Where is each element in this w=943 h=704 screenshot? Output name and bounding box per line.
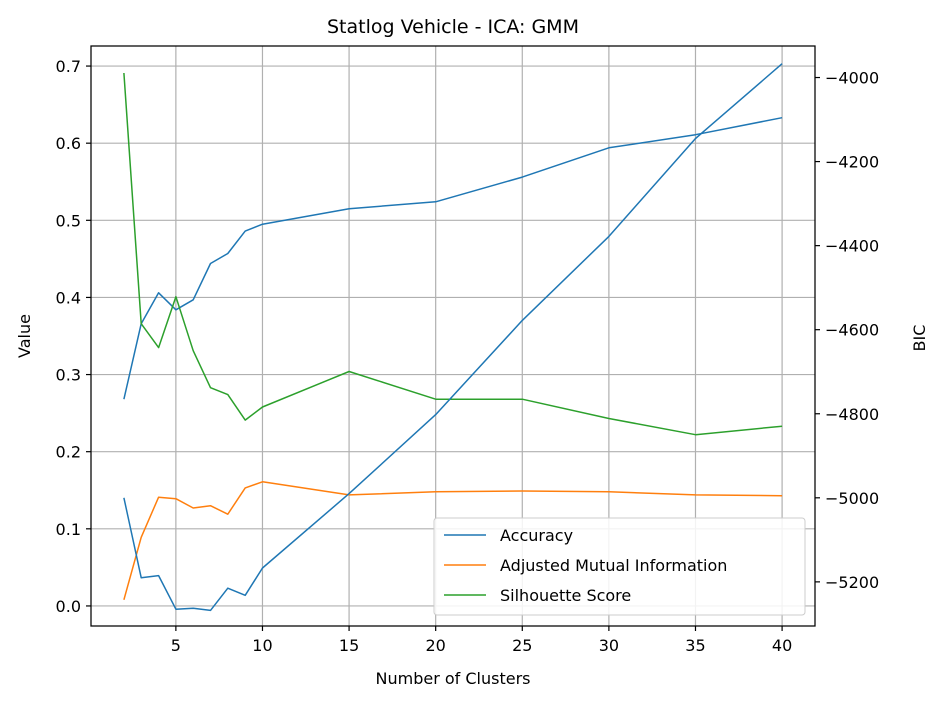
x-axis-title: Number of Clusters xyxy=(376,669,531,688)
y-tick-label: 0.7 xyxy=(56,57,81,76)
y2-tick-label: −4000 xyxy=(825,69,879,88)
plot-lines xyxy=(123,63,783,612)
legend-label: Adjusted Mutual Information xyxy=(500,556,727,575)
chart-title: Statlog Vehicle - ICA: GMM xyxy=(327,16,579,38)
legend-box xyxy=(433,517,806,616)
y2-tick-label: −5200 xyxy=(825,573,879,592)
legend-label: Accuracy xyxy=(500,526,573,545)
x-tick-label: 20 xyxy=(425,636,445,655)
x-tick-label: 35 xyxy=(685,636,705,655)
y-tick-label: 0.6 xyxy=(56,134,81,153)
legend-label: Silhouette Score xyxy=(500,586,631,605)
y-tick-label: 0.0 xyxy=(56,597,81,616)
x-tick-label: 10 xyxy=(252,636,272,655)
y2-tick-label: −4800 xyxy=(825,405,879,424)
series-line-accuracy xyxy=(123,116,783,400)
ticks: 5 10 15 20 25 30 35 40 0.0 0.1 0.2 0.3 0.4 0.5 0.6 0.7 −… xyxy=(56,57,880,655)
y-axis-title: Value xyxy=(15,314,34,358)
x-tick-label: 30 xyxy=(599,636,619,655)
grid xyxy=(91,46,815,626)
x-tick-label: 5 xyxy=(171,636,181,655)
plot-frame xyxy=(90,45,816,627)
y-tick-label: 0.2 xyxy=(56,443,81,462)
series-line-bic xyxy=(123,63,783,612)
x-tick-label: 15 xyxy=(339,636,359,655)
series-line-silhouette-score xyxy=(123,72,783,436)
x-tick-label: 25 xyxy=(512,636,532,655)
series-line-adjusted-mutual-information xyxy=(123,481,783,601)
y-tick-label: 0.3 xyxy=(56,366,81,385)
y2-tick-label: −5000 xyxy=(825,489,879,508)
y2-tick-label: −4600 xyxy=(825,321,879,340)
x-tick-label: 40 xyxy=(772,636,792,655)
y2-axis-title: BIC xyxy=(910,325,929,352)
y2-tick-label: −4200 xyxy=(825,153,879,172)
y-tick-label: 0.4 xyxy=(56,288,81,307)
y-tick-label: 0.1 xyxy=(56,520,81,539)
y2-tick-label: −4400 xyxy=(825,237,879,256)
legend: Accuracy Adjusted Mutual Information Silho… xyxy=(433,517,806,616)
y-tick-label: 0.5 xyxy=(56,211,81,230)
